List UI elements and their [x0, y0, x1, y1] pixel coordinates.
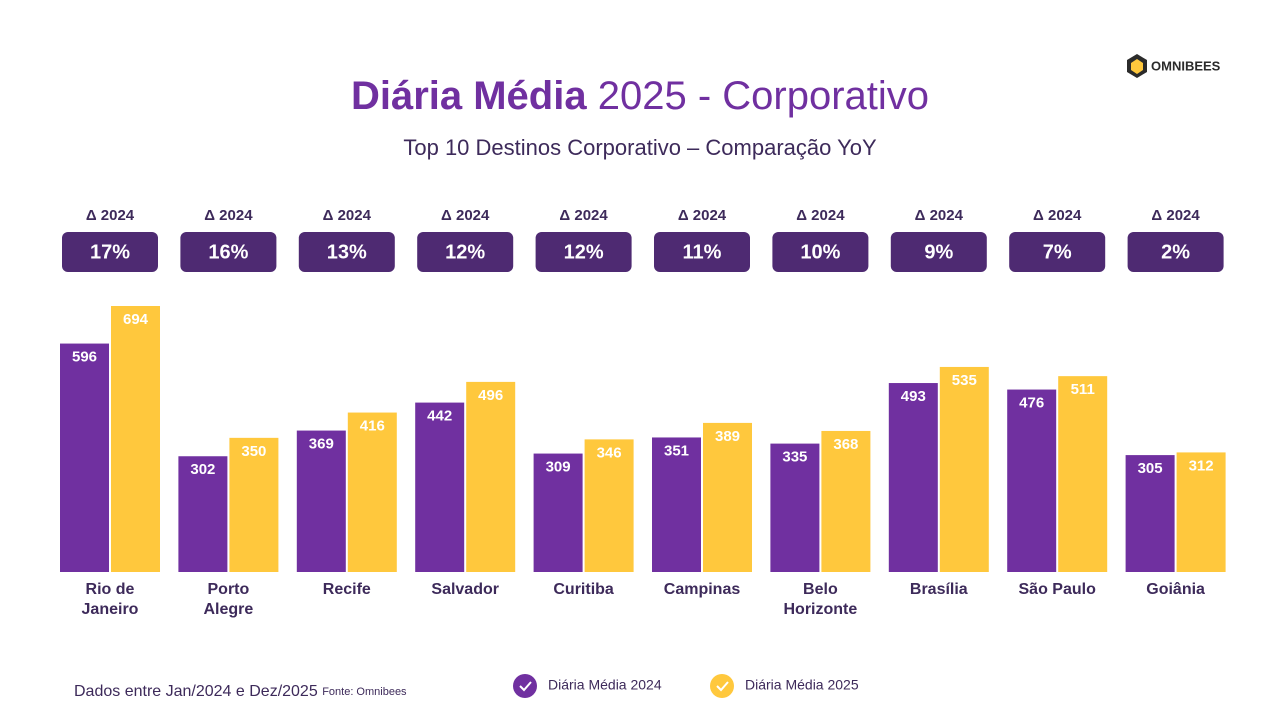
delta-box [62, 232, 158, 272]
bar [703, 422, 752, 572]
legend-marker [513, 674, 537, 698]
delta-label: 7% [1043, 241, 1072, 263]
delta-heading: Δ 2024 [796, 207, 845, 224]
value-label: 351 [664, 442, 689, 459]
legend-marker [710, 674, 734, 698]
value-label: 312 [1189, 457, 1214, 474]
delta-box [180, 232, 277, 272]
bar [1176, 452, 1226, 572]
footnote-text: Dados entre Jan/2024 e Dez/2025 [74, 683, 318, 700]
value-label: 535 [952, 372, 977, 389]
bar [347, 412, 397, 572]
value-label: 309 [546, 459, 571, 476]
delta-heading: Δ 2024 [86, 207, 135, 224]
value-label: 694 [123, 311, 149, 328]
delta-box [1127, 232, 1224, 272]
delta-box [1009, 232, 1106, 272]
bar [178, 456, 228, 572]
delta-label: 11% [683, 241, 722, 263]
x-tick-label: Salvador [431, 581, 499, 598]
value-label: 476 [1019, 395, 1044, 412]
legend-check [519, 681, 532, 692]
delta-heading: Δ 2024 [204, 207, 253, 224]
x-tick-label: Goiânia [1146, 581, 1205, 598]
bar [1125, 455, 1175, 572]
bar [652, 437, 701, 572]
x-tick-label: Recife [322, 581, 371, 598]
delta-label: 12% [445, 241, 485, 263]
source: Fonte: Omnibees [322, 686, 407, 698]
value-label: 368 [833, 436, 858, 453]
delta-box [298, 232, 395, 272]
legend-label: Diária Média 2024 [548, 677, 662, 693]
footnote: Dados entre Jan/2024 e Dez/2025 Fonte: O… [74, 683, 407, 700]
logo-inner [1131, 59, 1143, 74]
title-rest: 2025 - Corporativo [598, 74, 929, 118]
delta-box [890, 232, 987, 272]
x-tick-label: Rio de Janeiro [81, 581, 139, 618]
delta-heading: Δ 2024 [323, 207, 372, 224]
subtitle: Top 10 Destinos Corporativo – Comparação… [403, 135, 877, 160]
x-tick-label: São Paulo [1018, 581, 1096, 598]
value-label: 305 [1138, 460, 1163, 477]
value-label: 511 [1071, 381, 1095, 398]
value-label: 416 [360, 418, 385, 435]
delta-box [772, 232, 869, 272]
delta-box [654, 232, 750, 272]
x-tick-label: Belo Horizonte [783, 581, 858, 618]
bar [111, 306, 160, 572]
value-label: 389 [715, 428, 740, 445]
value-label: 493 [901, 388, 926, 405]
delta-heading: Δ 2024 [915, 207, 964, 224]
bar [770, 443, 820, 572]
title-bold: Diária Média [351, 74, 587, 118]
x-tick-label: Campinas [663, 581, 741, 598]
bar [939, 366, 989, 572]
delta-heading: Δ 2024 [1151, 207, 1200, 224]
bar [888, 383, 938, 572]
bar [229, 437, 279, 572]
delta-label: 13% [327, 241, 367, 263]
x-tick-label: Porto Alegre [203, 581, 254, 618]
bar [533, 453, 583, 572]
delta-label: 9% [924, 241, 953, 263]
bar [296, 430, 346, 572]
bar [466, 381, 516, 572]
logo: OMNIBEES [1127, 54, 1221, 78]
bar [1007, 389, 1057, 572]
value-label: 302 [190, 461, 215, 478]
chart-title: Diária Média 2025 - Corporativo [351, 74, 929, 118]
value-label: 369 [309, 436, 334, 453]
value-label: 496 [478, 387, 503, 404]
value-label: 442 [427, 408, 452, 425]
delta-heading: Δ 2024 [678, 207, 727, 224]
bar [584, 439, 634, 572]
delta-box [417, 232, 514, 272]
value-label: 350 [241, 443, 266, 460]
x-tick-label: Brasília [909, 581, 968, 598]
delta-heading: Δ 2024 [1033, 207, 1082, 224]
delta-label: 17% [90, 241, 130, 263]
bar [60, 343, 109, 572]
value-label: 596 [72, 349, 97, 366]
legend-check [716, 681, 729, 692]
value-label: 335 [782, 449, 807, 466]
delta-label: 16% [208, 241, 248, 263]
logo-text: OMNIBEES [1151, 58, 1221, 73]
value-label: 346 [597, 444, 622, 461]
bar [821, 430, 871, 572]
delta-heading: Δ 2024 [559, 207, 608, 224]
delta-label: 2% [1161, 241, 1190, 263]
x-tick-label: Curitiba [553, 581, 614, 598]
delta-label: 10% [800, 241, 840, 263]
delta-box [535, 232, 632, 272]
bar [1058, 376, 1108, 572]
delta-label: 12% [564, 241, 604, 263]
delta-heading: Δ 2024 [441, 207, 490, 224]
legend-label: Diária Média 2025 [745, 677, 859, 693]
bar [415, 402, 465, 572]
